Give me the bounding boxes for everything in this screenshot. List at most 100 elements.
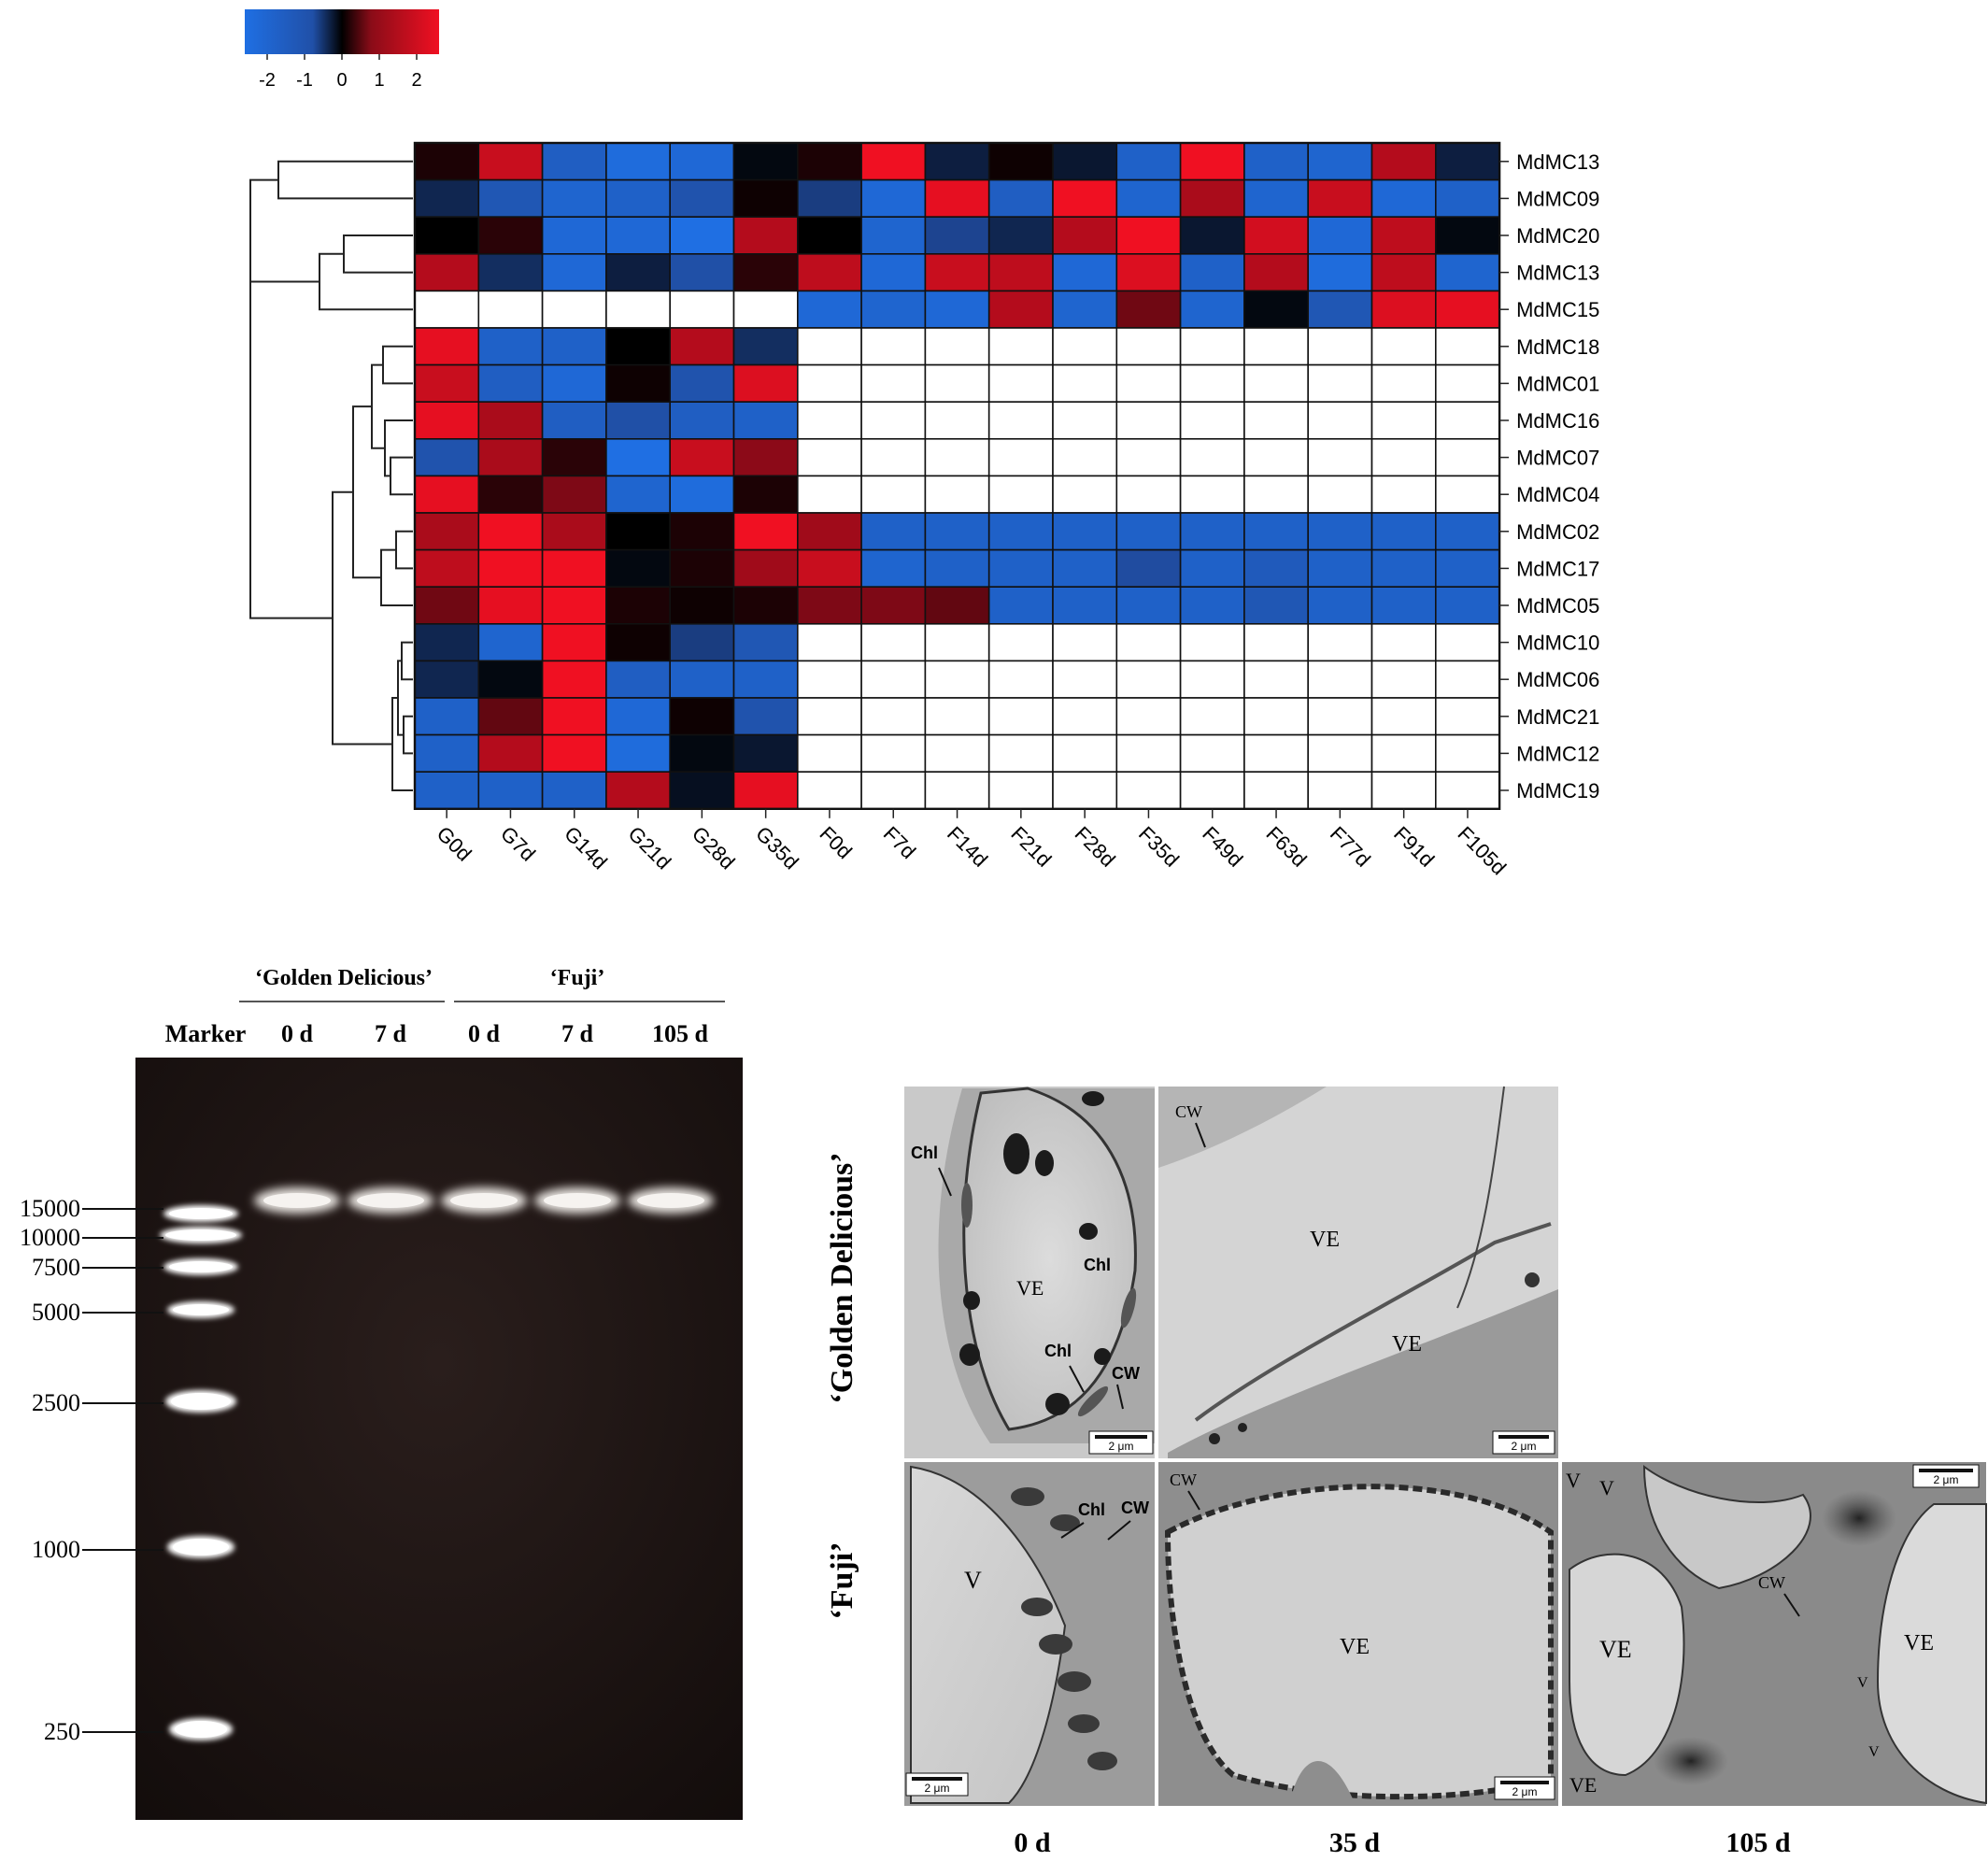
heatmap-cell xyxy=(860,475,927,514)
tem-column-label-105d: 105 d xyxy=(1725,1827,1791,1858)
heatmap-cell xyxy=(669,475,735,514)
heatmap-cell xyxy=(1370,401,1437,440)
heatmap-cell xyxy=(1435,178,1500,219)
row-label: MdMC09 xyxy=(1516,187,1599,210)
heatmap-cell xyxy=(1435,622,1500,662)
gel-sample-band-core xyxy=(450,1193,518,1208)
heatmap-cell xyxy=(924,512,990,551)
gel-lane-label: 105 d xyxy=(652,1020,709,1047)
heatmap-cell xyxy=(1370,437,1437,477)
gel-sample-band-core xyxy=(357,1193,424,1208)
gel-marker-band-core xyxy=(165,1229,236,1241)
heatmap-cell xyxy=(669,252,735,292)
heatmap-cell xyxy=(1370,548,1437,588)
row-label: MdMC21 xyxy=(1516,705,1599,729)
heatmap-cell xyxy=(1179,401,1245,440)
heatmap-cell xyxy=(1052,771,1118,810)
heatmap-cell xyxy=(1052,401,1118,440)
heatmap-cell xyxy=(1179,252,1245,292)
scale-bar-text: 2 μm xyxy=(925,1782,950,1795)
heatmap-cell xyxy=(1052,363,1118,404)
scale-bar-text: 2 μm xyxy=(1512,1440,1537,1453)
heatmap-cell xyxy=(541,660,607,699)
row-label: MdMC01 xyxy=(1516,372,1599,395)
heatmap-cell xyxy=(1307,697,1373,736)
heatmap-cell xyxy=(924,327,990,366)
row-label: MdMC04 xyxy=(1516,483,1599,506)
tem-panel-fuji-105d: V V CW VE VE VE V V xyxy=(1562,1462,1987,1806)
gel-marker-size-label: 250 xyxy=(44,1718,80,1745)
tem-panel-golden-0d: Chl VE Chl Chl CW xyxy=(904,1087,1155,1458)
heatmap-cell xyxy=(796,363,862,404)
heatmap-cell xyxy=(477,252,544,292)
heatmap-cell xyxy=(987,660,1054,699)
heatmap-cell xyxy=(860,771,927,810)
tem-row-label-golden: ‘Golden Delicious’ xyxy=(825,1152,859,1403)
heatmap-cell xyxy=(1307,622,1373,662)
heatmap-cell xyxy=(477,437,544,477)
heatmap-cell xyxy=(1179,622,1245,662)
color-key-bar xyxy=(245,9,439,54)
heatmap-cell xyxy=(669,771,735,810)
tem-row-label-fuji: ‘Fuji’ xyxy=(825,1541,859,1619)
heatmap-cell xyxy=(732,622,799,662)
heatmap-cell xyxy=(605,363,672,404)
color-key-tick-label: 2 xyxy=(411,70,421,91)
scale-bar-text: 2 μm xyxy=(1512,1785,1538,1798)
heatmap-cell xyxy=(1243,437,1310,477)
heatmap-cell xyxy=(732,586,799,625)
heatmap-cell xyxy=(732,142,799,181)
gel-marker-band-core xyxy=(169,1208,233,1219)
dendrogram-branch xyxy=(249,231,333,619)
heatmap-cell xyxy=(732,252,799,292)
heatmap-cell xyxy=(1243,401,1310,440)
heatmap-cell xyxy=(541,363,607,404)
tem-fuji0-label-chl: Chl xyxy=(1078,1500,1105,1519)
heatmap-cell xyxy=(860,586,927,625)
heatmap-cell xyxy=(541,290,607,329)
heatmap-cell xyxy=(860,660,927,699)
row-label: MdMC15 xyxy=(1516,298,1599,321)
scale-bar-text: 2 μm xyxy=(1109,1440,1134,1453)
heatmap-cell xyxy=(732,475,799,514)
gel-marker-band-core xyxy=(173,1304,229,1315)
row-label: MdMC18 xyxy=(1516,335,1599,359)
tem-fuji105-label-ve-3: VE xyxy=(1569,1773,1597,1797)
tem-fuji105-label-v-3: V xyxy=(1857,1675,1868,1691)
heatmap-cell xyxy=(1243,660,1310,699)
scale-bar-text: 2 μm xyxy=(1934,1473,1959,1486)
tem-fuji105-label-v-4: V xyxy=(1868,1744,1880,1760)
heatmap-cells xyxy=(413,141,1501,810)
heatmap-cell xyxy=(924,697,990,736)
heatmap-cell xyxy=(1115,771,1182,810)
gel-marker-band-core xyxy=(175,1721,227,1738)
color-key-ticks: -2 -1 0 1 2 xyxy=(259,54,422,91)
row-label: MdMC16 xyxy=(1516,409,1599,433)
row-label: MdMC06 xyxy=(1516,668,1599,691)
heatmap-cell xyxy=(924,548,990,588)
heatmap-cell xyxy=(1052,512,1118,551)
heatmap-cell xyxy=(605,216,672,255)
heatmap-cell xyxy=(477,622,544,662)
tem-fuji105-label-cw: CW xyxy=(1758,1573,1785,1592)
heatmap-cell xyxy=(541,548,607,588)
row-labels: MdMC13 MdMC09 MdMC20 MdMC13 MdMC15 MdMC18 MdMC… xyxy=(1499,150,1599,803)
heatmap-cell xyxy=(669,697,735,736)
scale-bar-fuji35: 2 μm xyxy=(1494,1776,1555,1800)
heatmap-cell xyxy=(669,401,735,440)
heatmap-cell xyxy=(987,437,1054,477)
tem-fuji105-label-v-2: V xyxy=(1599,1476,1614,1499)
scale-bar-gd0: 2 μm xyxy=(1088,1430,1154,1455)
heatmap-cell xyxy=(987,252,1054,292)
gel-lane-label: 0 d xyxy=(281,1020,314,1047)
heatmap-cell xyxy=(1307,475,1373,514)
heatmap-cell xyxy=(1435,401,1500,440)
heatmap-cell xyxy=(1243,252,1310,292)
heatmap-cell xyxy=(669,437,735,477)
gel-figure: ‘Golden Delicious’ ‘Fuji’ Marker 0 d 7 d 0 … xyxy=(20,966,743,1820)
heatmap-cell xyxy=(1435,475,1500,514)
color-key-tick-label: -1 xyxy=(296,70,313,91)
heatmap-cell xyxy=(1115,252,1182,292)
gel-lane-labels: Marker 0 d 7 d 0 d 7 d 105 d xyxy=(165,1020,709,1047)
